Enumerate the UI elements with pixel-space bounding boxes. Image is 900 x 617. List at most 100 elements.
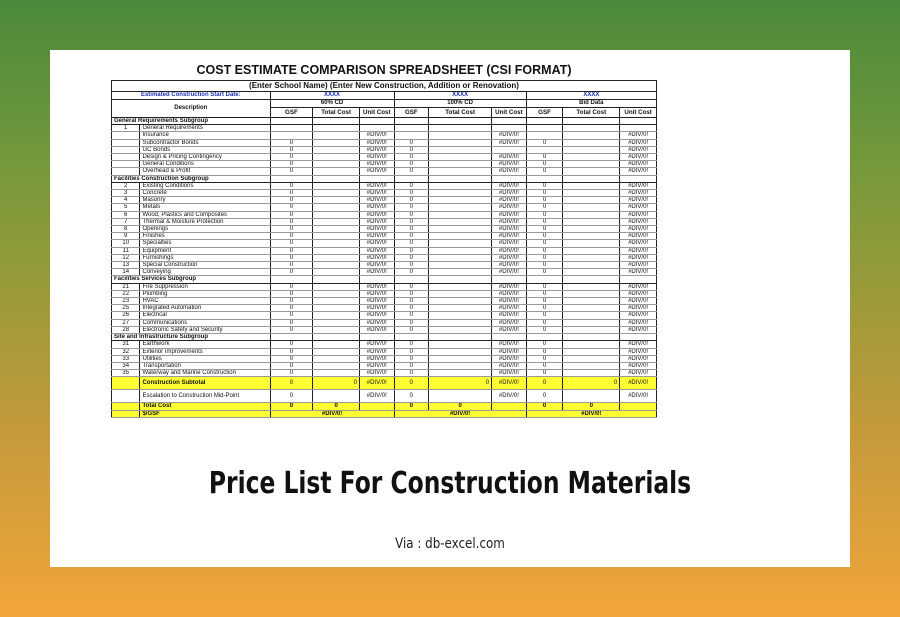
line-item-description: Subcontractor Bonds bbox=[139, 138, 271, 147]
value-cell: #DIV/0! bbox=[491, 318, 527, 327]
value-cell: #DIV/0! bbox=[491, 311, 527, 320]
line-item-description: Electrical bbox=[139, 311, 271, 320]
value-cell: #DIV/0! bbox=[359, 268, 395, 277]
csi-division-number: 22 bbox=[110, 289, 141, 299]
value-cell: 0 bbox=[525, 210, 564, 219]
csi-division-number bbox=[110, 376, 141, 391]
empty-cell bbox=[491, 174, 527, 183]
value-cell bbox=[562, 325, 621, 335]
value-cell: 0 bbox=[393, 361, 430, 371]
value-cell bbox=[312, 318, 360, 327]
value-cell: 0 bbox=[393, 354, 430, 363]
value-cell: 0 bbox=[525, 217, 564, 227]
total-cost-value bbox=[491, 402, 527, 411]
value-cell bbox=[269, 131, 314, 140]
line-item-description: Earthwork bbox=[139, 340, 271, 349]
value-cell: #DIV/0! bbox=[619, 138, 657, 147]
column-header: Unit Cost bbox=[359, 107, 395, 118]
value-cell bbox=[312, 181, 360, 191]
table-row: Facilities Services Subgroup bbox=[111, 275, 657, 284]
value-cell: #DIV/0! bbox=[359, 189, 395, 198]
value-cell bbox=[312, 203, 360, 212]
value-cell: 0 bbox=[269, 376, 314, 391]
line-item-description: Overhead & Profit bbox=[139, 167, 271, 176]
value-cell: #DIV/0! bbox=[619, 239, 657, 248]
empty-cell bbox=[312, 174, 360, 183]
table-row: Design & Pricing Contingency 0 #DIV/0! 0 #DI… bbox=[110, 153, 657, 162]
line-item-description: Openings bbox=[139, 225, 271, 234]
value-cell: 0 bbox=[525, 160, 564, 169]
value-cell: 0 bbox=[269, 138, 314, 147]
value-cell bbox=[428, 145, 493, 155]
value-cell bbox=[428, 347, 493, 356]
empty-cell bbox=[491, 333, 527, 342]
value-cell: 0 bbox=[269, 369, 314, 378]
value-cell: #DIV/0! bbox=[491, 304, 527, 313]
line-item-description: Masonry bbox=[139, 196, 271, 205]
line-item-description: Construction Subtotal bbox=[139, 376, 271, 391]
empty-cell bbox=[269, 174, 314, 183]
csi-division-number bbox=[110, 145, 141, 155]
value-cell bbox=[312, 131, 360, 140]
value-cell: 0 bbox=[525, 311, 564, 320]
value-cell: 0 bbox=[393, 181, 430, 191]
value-cell: 0 bbox=[525, 304, 564, 313]
value-cell bbox=[428, 131, 493, 140]
value-cell bbox=[562, 167, 621, 176]
table-row: Construction Subtotal 0 0 #DIV/0! 0 0 #DIV/0! 0… bbox=[110, 376, 657, 391]
value-cell: #DIV/0! bbox=[359, 376, 395, 391]
value-cell: 0 bbox=[393, 376, 430, 391]
line-item-description: Integrated Automation bbox=[139, 304, 271, 313]
value-cell bbox=[312, 160, 360, 169]
value-cell: #DIV/0! bbox=[359, 217, 395, 227]
value-cell bbox=[562, 311, 621, 320]
value-cell bbox=[562, 354, 621, 363]
empty-cell bbox=[562, 275, 621, 284]
value-cell bbox=[428, 340, 493, 349]
total-cost-value: 0 bbox=[428, 402, 493, 411]
value-cell: 0 bbox=[269, 253, 314, 263]
value-cell: 0 bbox=[525, 282, 564, 291]
empty-cell bbox=[393, 174, 430, 183]
value-cell: 0 bbox=[393, 389, 430, 404]
csi-division-number: 25 bbox=[110, 304, 141, 313]
table-row: 12 Furnishings 0 #DIV/0! 0 #DIV/0! 0 #DIV/0! bbox=[110, 253, 657, 263]
subgroup-label: General Requirements Subgroup bbox=[111, 116, 271, 126]
value-cell: #DIV/0! bbox=[619, 389, 657, 404]
value-cell: 0 bbox=[269, 304, 314, 313]
table-row: 31 Earthwork 0 #DIV/0! 0 #DIV/0! 0 #DIV/0! bbox=[110, 340, 657, 349]
empty-cell bbox=[359, 333, 395, 342]
csi-division-number: 9 bbox=[110, 232, 141, 241]
value-cell bbox=[428, 246, 493, 255]
value-cell: #DIV/0! bbox=[619, 160, 657, 169]
value-cell: #DIV/0! bbox=[491, 239, 527, 248]
value-cell: #DIV/0! bbox=[491, 369, 527, 378]
line-item-description: Insurance bbox=[139, 131, 271, 140]
table-row: 3 Concrete 0 #DIV/0! 0 #DIV/0! 0 #DIV/0! bbox=[110, 189, 657, 198]
total-cost-value bbox=[619, 402, 657, 411]
empty-cell bbox=[525, 116, 564, 126]
value-cell bbox=[562, 282, 621, 291]
value-cell: #DIV/0! bbox=[359, 261, 395, 270]
csi-division-number: 6 bbox=[110, 210, 141, 219]
value-cell bbox=[428, 167, 493, 176]
value-cell bbox=[312, 347, 360, 356]
value-cell bbox=[428, 153, 493, 162]
value-cell: #DIV/0! bbox=[619, 282, 657, 291]
value-cell: 0 bbox=[269, 239, 314, 248]
value-cell: 0 bbox=[393, 239, 430, 248]
value-cell: 0 bbox=[525, 354, 564, 363]
line-item-description: Plumbing bbox=[139, 289, 271, 299]
value-cell: 0 bbox=[393, 325, 430, 335]
value-cell: 0 bbox=[525, 289, 564, 299]
value-cell: 0 bbox=[269, 181, 314, 191]
value-cell: 0 bbox=[269, 217, 314, 227]
value-cell bbox=[428, 253, 493, 263]
empty-cell bbox=[525, 174, 564, 183]
value-cell: 0 bbox=[525, 225, 564, 234]
csi-division-number: 12 bbox=[110, 253, 141, 263]
table-row: 2 Existing Conditions 0 #DIV/0! 0 #DIV/0! 0 #DI… bbox=[110, 181, 657, 191]
value-cell bbox=[393, 131, 430, 140]
value-cell bbox=[393, 124, 430, 133]
value-cell: 0 bbox=[525, 138, 564, 147]
